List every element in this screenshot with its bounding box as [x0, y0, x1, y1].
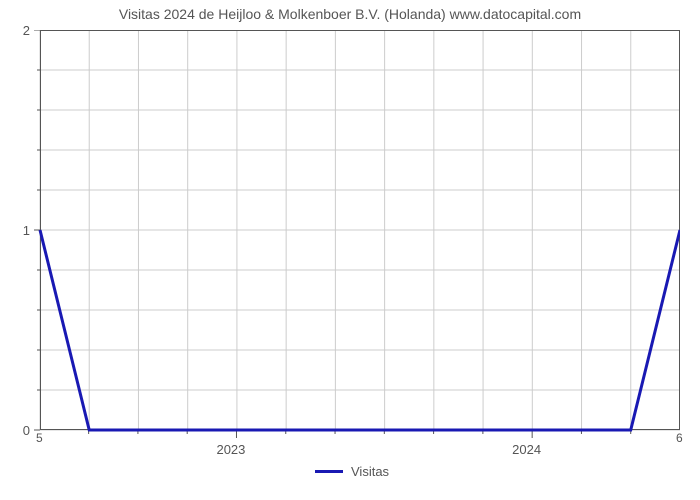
y-tick-label: 1	[10, 223, 30, 238]
y-tick-label: 2	[10, 23, 30, 38]
y-tick-label: 0	[10, 423, 30, 438]
legend-swatch	[315, 470, 343, 473]
x-range-high: 6	[676, 431, 683, 445]
legend: Visitas	[315, 464, 389, 479]
x-tick-label: 2024	[512, 442, 541, 457]
x-tick-label: 2023	[216, 442, 245, 457]
legend-label: Visitas	[351, 464, 389, 479]
x-range-low: 5	[36, 431, 43, 445]
chart-plot	[32, 30, 680, 444]
chart-title: Visitas 2024 de Heijloo & Molkenboer B.V…	[0, 6, 700, 22]
